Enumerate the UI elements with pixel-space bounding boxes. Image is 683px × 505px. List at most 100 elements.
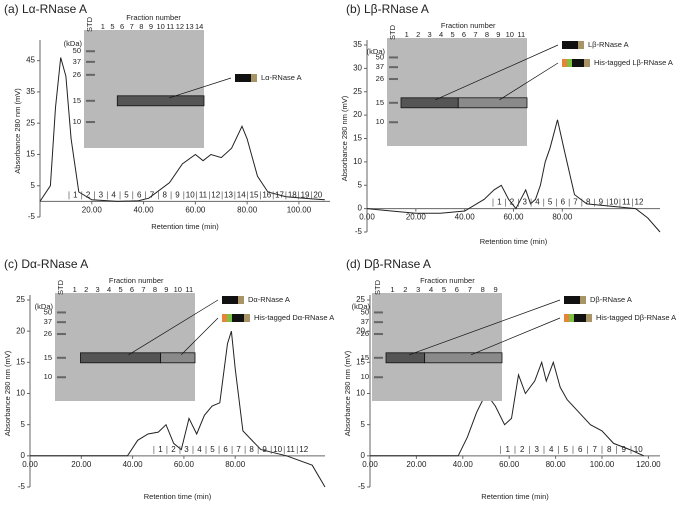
fraction-label: 6 — [137, 190, 142, 199]
chart-title: (c) Dα-RNase A — [4, 257, 88, 271]
y-tick-label: 20 — [356, 326, 365, 335]
x-tick-label: 40.00 — [455, 213, 476, 222]
x-tick-label: 80.00 — [237, 205, 258, 214]
gel-lane-label: 3 — [416, 285, 420, 294]
gel-marker-label: 10 — [376, 117, 384, 126]
fraction-label: 5 — [210, 445, 215, 454]
gel-lane-label: 7 — [473, 30, 477, 39]
gel-kda: (kDa) — [64, 39, 83, 48]
x-axis-title: Retention time (min) — [151, 222, 219, 231]
fraction-label: 8 — [607, 445, 612, 454]
gel-lane-label: 1 — [101, 22, 105, 31]
fraction-label: 10 — [186, 190, 195, 199]
gel-lane-label: 11 — [517, 30, 525, 39]
marker-band — [374, 376, 383, 379]
construct-icon — [586, 314, 592, 322]
x-tick-label: 120.00 — [636, 460, 661, 469]
construct-icon — [244, 314, 250, 322]
x-tick-label: 60.00 — [499, 460, 520, 469]
marker-band — [389, 121, 398, 124]
chart-title: (b) Lβ-RNase A — [346, 2, 429, 16]
gel-lane-label: 2 — [416, 30, 420, 39]
gel-lane-label: 9 — [496, 30, 500, 39]
fraction-label: 3 — [523, 198, 528, 207]
fraction-label: 1 — [73, 190, 78, 199]
x-tick-label: 40.00 — [123, 460, 144, 469]
marker-band — [86, 99, 95, 102]
fraction-label: 1 — [506, 445, 511, 454]
construct-icon — [572, 59, 584, 67]
gel-image — [387, 38, 527, 146]
arrow — [470, 317, 561, 356]
gel-std: STD — [388, 24, 397, 40]
gel-marker-label: 50 — [44, 307, 52, 316]
fraction-label: 4 — [535, 198, 540, 207]
gel-lane-label: 7 — [141, 285, 145, 294]
x-tick-label: 60.00 — [185, 205, 206, 214]
gel-lane-label: 8 — [153, 285, 157, 294]
x-tick-label: 80.00 — [225, 460, 246, 469]
fraction-label: 6 — [223, 445, 228, 454]
marker-band — [86, 121, 95, 124]
gel-marker-label: 15 — [73, 96, 81, 105]
gel-lane-label: 7 — [468, 285, 472, 294]
y-axis-title: Absorbance 280 nm (mV) — [343, 350, 352, 436]
construct-icon — [235, 74, 251, 82]
y-tick-label: 30 — [353, 63, 362, 72]
x-tick-label: 20.00 — [82, 205, 103, 214]
fraction-label: 14 — [237, 190, 246, 199]
fraction-label: 13 — [224, 190, 233, 199]
chart-title: (d) Dβ-RNase A — [346, 257, 431, 271]
gel-lane-label: 1 — [390, 285, 394, 294]
construct-icon — [567, 59, 572, 67]
gel-lane-label: 11 — [166, 22, 174, 31]
fraction-label: 5 — [548, 198, 553, 207]
y-tick-label: 10 — [356, 389, 365, 398]
fraction-label: 10 — [634, 445, 643, 454]
marker-band — [86, 50, 95, 53]
chromatogram-line — [366, 119, 661, 233]
legend-label: Lα-RNase A — [261, 73, 302, 82]
y-tick-label: 45 — [26, 56, 35, 65]
gel-lane-label: 5 — [110, 22, 114, 31]
marker-band — [374, 311, 383, 314]
gel-marker-label: 10 — [44, 372, 52, 381]
fraction-label: 9 — [599, 198, 604, 207]
x-tick-label: 0.00 — [359, 213, 375, 222]
gel-lane-label: 12 — [176, 22, 184, 31]
gel-lane-label: 11 — [185, 285, 193, 294]
construct-icon — [238, 296, 244, 304]
fraction-label: 12 — [211, 190, 220, 199]
construct-icon — [564, 296, 580, 304]
fraction-label: 9 — [622, 445, 627, 454]
construct-icon — [232, 314, 244, 322]
fraction-label: 3 — [99, 190, 104, 199]
y-tick-label: 35 — [26, 87, 35, 96]
fraction-label: 3 — [535, 445, 540, 454]
fraction-label: 11 — [622, 198, 631, 207]
gel-lane-label: 8 — [485, 30, 489, 39]
x-tick-label: 60.00 — [174, 460, 195, 469]
gel-lane-label: 1 — [405, 30, 409, 39]
x-tick-label: 20.00 — [406, 460, 427, 469]
gel-lane-label: 9 — [149, 22, 153, 31]
band-box — [160, 352, 196, 364]
y-axis-title: Absorbance 280 nm (mV) — [340, 95, 349, 181]
gel-marker-label: 10 — [73, 117, 81, 126]
y-tick-label: -5 — [355, 227, 363, 236]
gel-marker-label: 26 — [361, 329, 369, 338]
gel-lane-label: 13 — [185, 22, 193, 31]
marker-band — [57, 376, 66, 379]
construct-icon — [222, 296, 238, 304]
y-axis-title: Absorbance 280 nm (mV) — [3, 350, 12, 436]
gel-lane-label: 8 — [481, 285, 485, 294]
marker-band — [57, 333, 66, 336]
y-tick-label: -5 — [358, 482, 366, 491]
gel-lane-label: 4 — [429, 285, 433, 294]
gel-marker-label: 50 — [73, 46, 81, 55]
arrow — [499, 62, 559, 101]
y-tick-label: -5 — [18, 482, 26, 491]
fraction-label: 12 — [299, 445, 308, 454]
